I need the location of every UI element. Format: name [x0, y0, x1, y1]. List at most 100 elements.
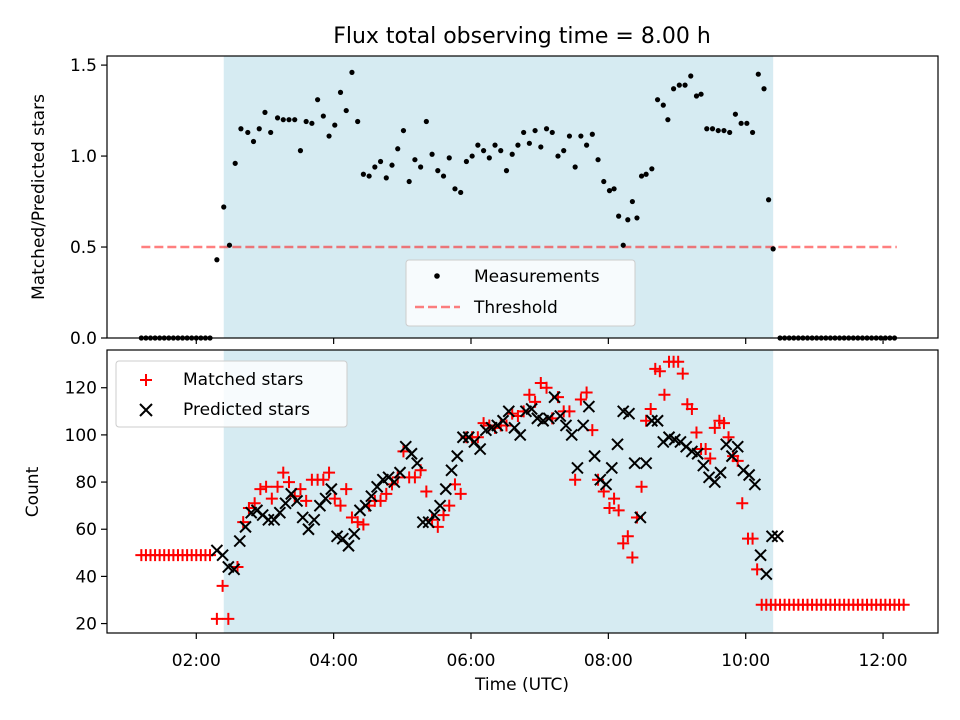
measurement-point	[643, 171, 649, 177]
bottom-y-tick-label: 80	[75, 473, 97, 493]
measurement-point	[286, 117, 292, 123]
measurement-point	[412, 157, 418, 163]
measurement-point	[509, 151, 515, 157]
matched-star-point	[265, 492, 278, 505]
measurement-point	[274, 115, 281, 121]
measurement-point	[682, 82, 688, 88]
predicted-star-point	[765, 530, 779, 543]
measurement-point	[377, 158, 384, 165]
x-tick-label: 08:00	[584, 651, 633, 671]
predicted-star-point	[754, 548, 767, 562]
measurement-point	[238, 126, 244, 132]
matched-star-point	[443, 499, 456, 512]
matched-star-point	[523, 388, 536, 401]
matched-star-point	[690, 426, 703, 439]
matched-star-point	[603, 502, 616, 515]
bottom-y-ticks: 20 40 60 80 100 120	[65, 379, 107, 635]
measurement-point	[634, 215, 640, 221]
matched-star-point	[334, 499, 347, 512]
predicted-star-point	[605, 461, 618, 475]
measurement-point	[303, 118, 309, 125]
measurement-point	[475, 142, 481, 148]
bottom-legend: Matched stars Predicted stars	[115, 360, 348, 428]
predicted-star-point	[393, 466, 407, 479]
matched-star-point	[717, 417, 730, 430]
matched-star-point	[340, 483, 353, 496]
measurement-point	[418, 164, 424, 170]
predicted-star-point	[559, 419, 573, 432]
measurement-point	[543, 126, 550, 132]
matched-star-point	[420, 485, 433, 498]
matched-star-point	[640, 414, 653, 427]
bottom-y-tick-label: 100	[65, 426, 97, 446]
measurement-point	[693, 93, 700, 99]
predicted-star-point	[473, 442, 487, 456]
matched-star-point	[517, 405, 530, 418]
measurement-point	[355, 118, 361, 125]
measurement-point	[665, 117, 671, 123]
matched-star-point	[357, 518, 370, 531]
measurement-point	[749, 129, 756, 136]
matched-star-point	[454, 487, 467, 500]
predicted-star-point	[720, 438, 733, 451]
measurement-point	[469, 153, 475, 159]
predicted-star-point	[588, 449, 601, 463]
measurement-point	[366, 173, 372, 179]
measurement-point	[654, 97, 661, 103]
matched-star-point	[608, 492, 621, 505]
matched-star-point	[540, 381, 553, 394]
predicted-star-point	[725, 449, 739, 463]
measurement-point	[589, 131, 595, 137]
matched-star-point	[617, 537, 630, 550]
measurement-point	[638, 173, 645, 179]
predicted-star-point	[496, 414, 510, 427]
measurement-point	[446, 155, 452, 161]
top-y-tick-label: 1.5	[70, 56, 97, 76]
top-plot-frame	[106, 55, 939, 339]
predicted-star-point	[307, 513, 321, 527]
top-legend: Measurements Threshold	[405, 259, 636, 327]
top-x-ticks	[195, 338, 884, 344]
x-tick-label: 10:00	[721, 651, 770, 671]
predicted-star-point	[708, 475, 722, 489]
bottom-y-tick-label: 20	[75, 615, 97, 635]
measurement-point	[503, 168, 510, 174]
measurement-point	[761, 86, 767, 92]
matched-star-point	[644, 402, 657, 415]
predicted-star-point	[319, 492, 332, 505]
measurement-point	[315, 97, 321, 103]
matched-star-point	[653, 365, 666, 378]
measurement-point	[721, 127, 727, 134]
predicted-star-point	[428, 508, 441, 522]
top-legend-box	[405, 259, 636, 327]
predicted-star-point	[514, 428, 527, 442]
matched-star-point	[676, 367, 689, 380]
matched-star-point	[317, 473, 330, 486]
measurement-point	[343, 107, 349, 114]
matched-star-point	[574, 393, 587, 406]
matched-star-point	[277, 466, 290, 479]
measurement-point	[262, 109, 268, 115]
measurement-point	[337, 89, 344, 95]
measurement-point	[226, 242, 233, 248]
predicted-star-point	[365, 490, 378, 503]
measurement-point	[268, 129, 274, 136]
predicted-star-point	[416, 515, 430, 529]
predicted-star-point	[325, 482, 338, 496]
predicted-star-point	[714, 466, 727, 479]
measurement-point	[389, 162, 395, 168]
predicted-star-point	[290, 494, 304, 508]
top-y-ticks: 0.0 0.5 1.0 1.5	[70, 56, 107, 349]
predicted-star-point	[611, 438, 624, 451]
measurement-point	[395, 146, 401, 152]
measurement-point	[688, 73, 694, 79]
predicted-star-point	[731, 440, 744, 453]
measurement-point	[616, 213, 622, 219]
x-axis-label: Time (UTC)	[474, 675, 569, 695]
measurement-point	[245, 129, 251, 136]
predicted-star-point	[410, 456, 424, 470]
matched-star-point	[271, 480, 284, 493]
measurement-point	[732, 111, 739, 117]
predicted-star-point	[296, 511, 309, 524]
